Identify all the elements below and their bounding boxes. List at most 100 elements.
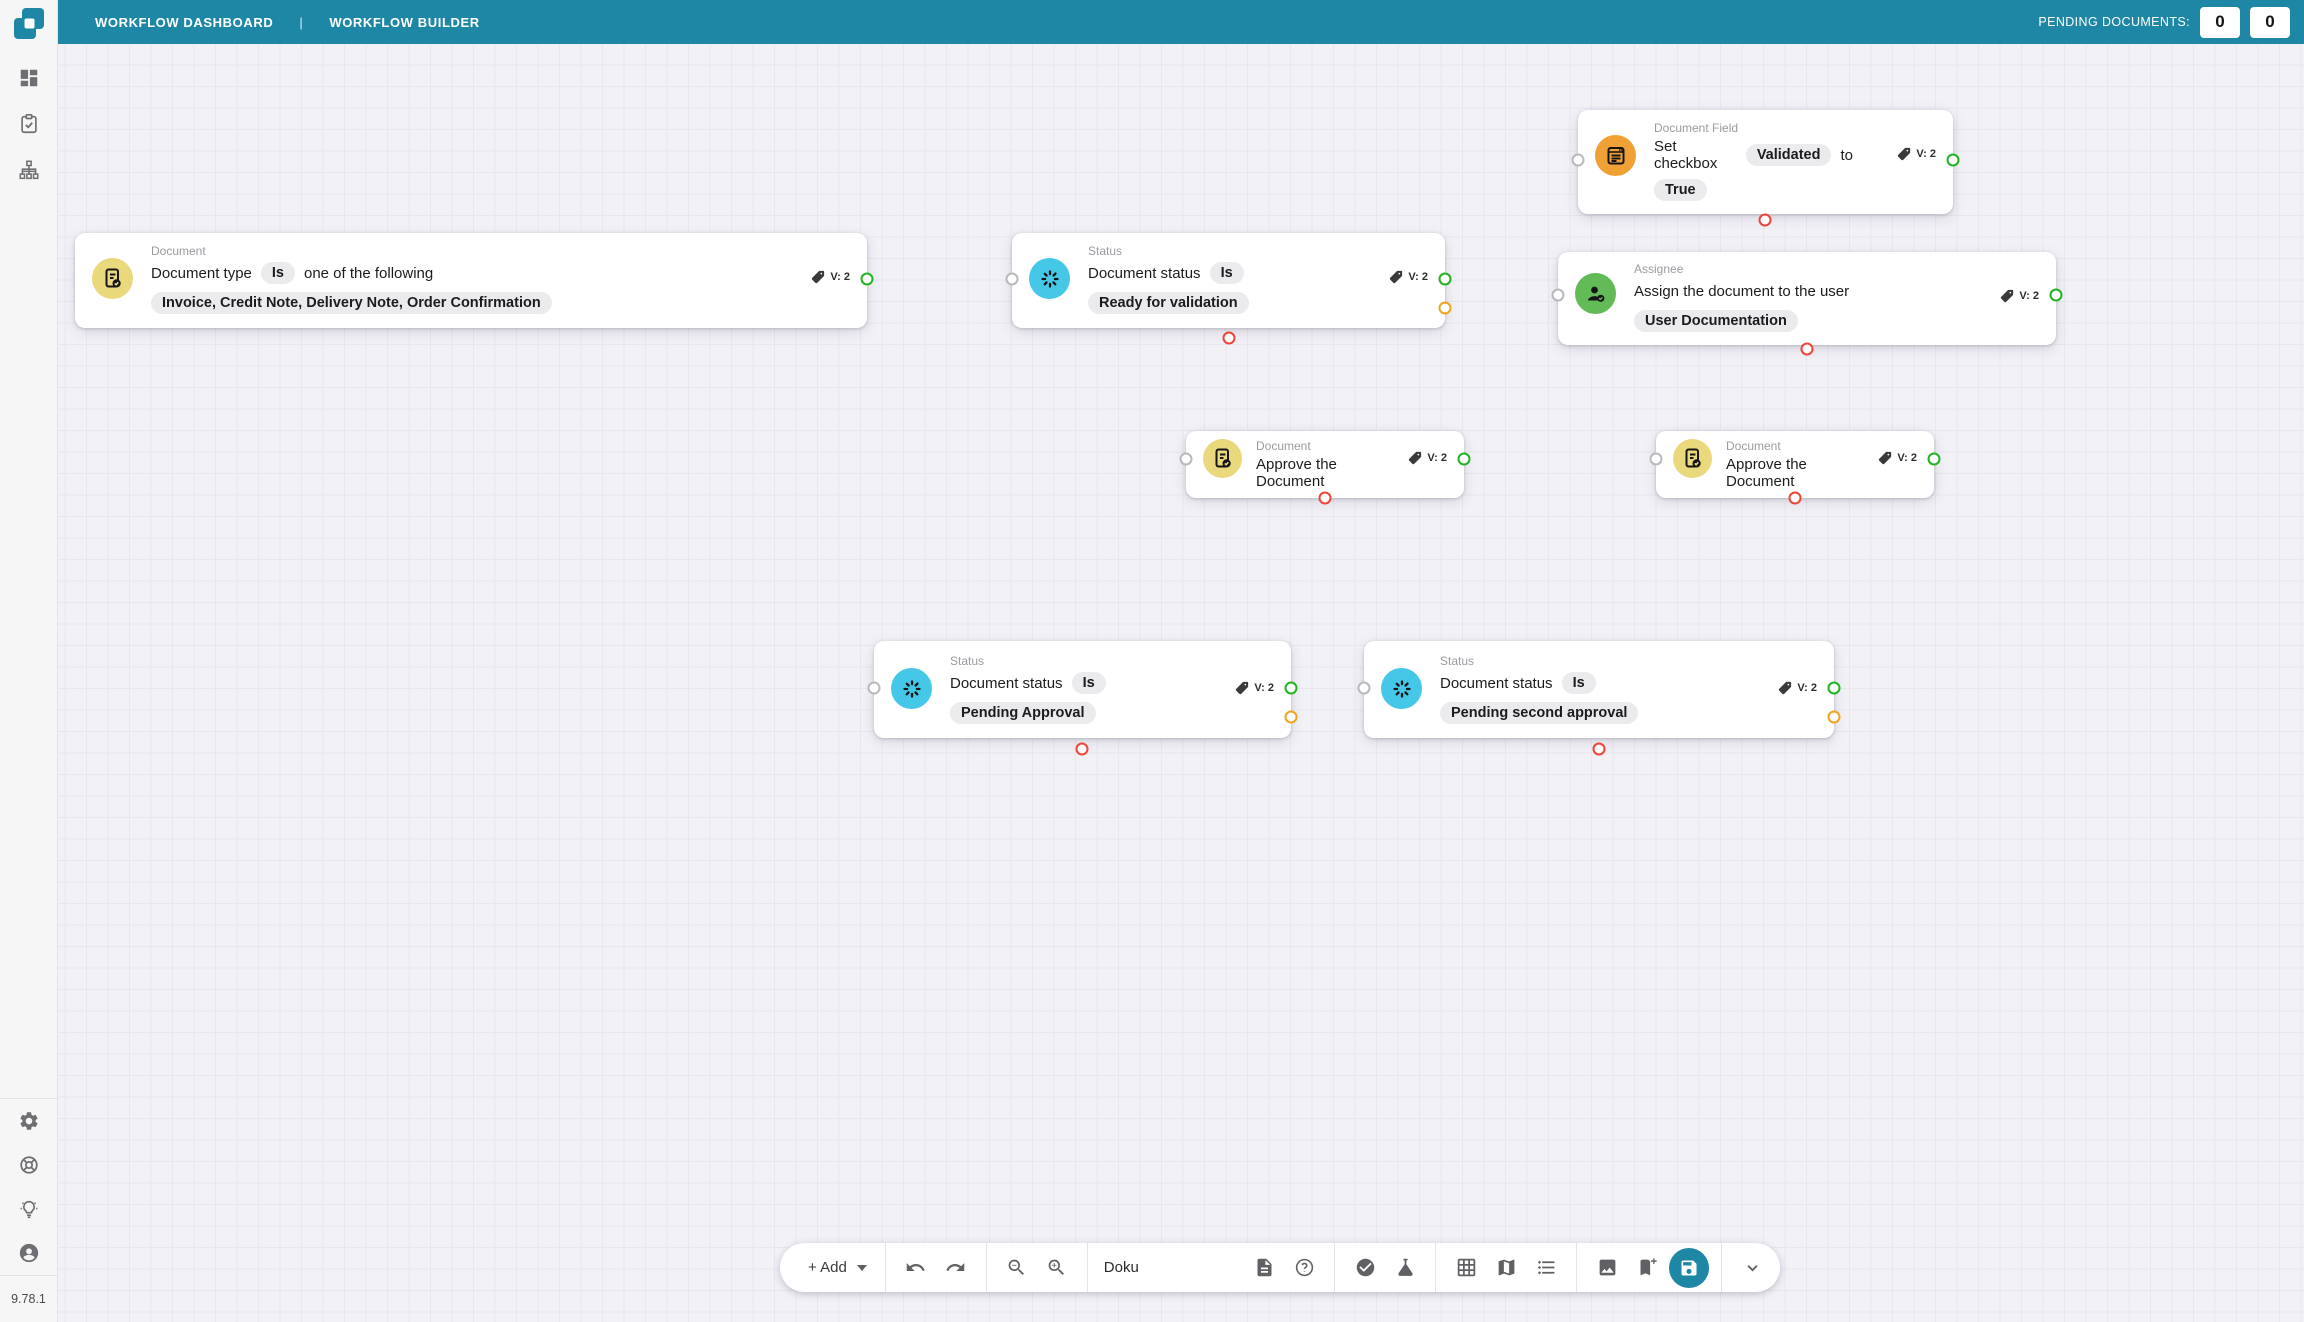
port-output-true[interactable] — [2049, 288, 2063, 302]
version-badge[interactable]: V: 2 — [1878, 451, 1917, 465]
node-status-ready[interactable]: Status Document status Is Ready for vali… — [1012, 233, 1445, 328]
zoom-out-button[interactable] — [999, 1250, 1035, 1286]
node-document-type[interactable]: Document Document type Is one of the fol… — [75, 233, 867, 328]
version-label: V: 2 — [1797, 682, 1817, 694]
node-status-pending-approval[interactable]: Status Document status Is Pending Approv… — [874, 641, 1291, 738]
toolbar-divider — [1334, 1243, 1335, 1292]
port-input[interactable] — [867, 681, 881, 695]
help-icon — [19, 1156, 38, 1174]
port-output-false[interactable] — [1318, 491, 1332, 505]
port-output-false[interactable] — [1222, 331, 1236, 345]
port-output-alt[interactable] — [1827, 710, 1841, 724]
tag-icon — [1390, 270, 1403, 284]
sidebar-item-ideas[interactable] — [0, 1187, 57, 1231]
pending-counter-1[interactable]: 0 — [2200, 6, 2240, 38]
add-node-button[interactable]: + Add — [802, 1259, 873, 1276]
port-output-false[interactable] — [1788, 491, 1802, 505]
node-condition-line: Document type Is one of the following — [151, 261, 747, 285]
node-category: Document Field — [1654, 121, 1739, 135]
test-button[interactable] — [1387, 1250, 1423, 1286]
zoom-in-button[interactable] — [1039, 1250, 1075, 1286]
sidebar-item-settings[interactable] — [0, 1099, 57, 1143]
person-check-icon — [1575, 273, 1616, 314]
sidebar-item-tasks[interactable] — [0, 102, 57, 146]
left-sidebar: 9.78.1 — [0, 0, 58, 1322]
port-output-true[interactable] — [1284, 681, 1298, 695]
port-output-true[interactable] — [1438, 272, 1452, 286]
port-input[interactable] — [1551, 288, 1565, 302]
undo-button[interactable] — [898, 1250, 934, 1286]
list-view-button[interactable] — [1528, 1250, 1564, 1286]
node-category: Status — [1088, 244, 1123, 258]
value-chip[interactable]: Pending Approval — [950, 702, 1096, 724]
port-output-false[interactable] — [1075, 742, 1089, 756]
port-output-true[interactable] — [1946, 153, 1960, 167]
pending-counter-2[interactable]: 0 — [2250, 6, 2290, 38]
port-output-alt[interactable] — [1284, 710, 1298, 724]
field-chip[interactable]: Validated — [1745, 144, 1832, 166]
tag-icon — [2001, 289, 2014, 303]
version-badge[interactable]: V: 2 — [1778, 681, 1817, 695]
port-input[interactable] — [1571, 153, 1585, 167]
document-button[interactable] — [1246, 1250, 1282, 1286]
port-output-true[interactable] — [1457, 452, 1471, 466]
node-approve-document-1[interactable]: Document Approve the Document V: 2 — [1186, 431, 1464, 498]
version-badge[interactable]: V: 2 — [811, 270, 850, 284]
sidebar-item-dashboard[interactable] — [0, 56, 57, 100]
tag-icon — [1409, 451, 1422, 465]
port-input[interactable] — [1005, 272, 1019, 286]
validate-button[interactable] — [1347, 1250, 1383, 1286]
operator-chip[interactable]: Is — [1209, 262, 1244, 284]
sidebar-item-help[interactable] — [0, 1143, 57, 1187]
port-input[interactable] — [1357, 681, 1371, 695]
node-document-field[interactable]: Document Field Set checkbox Validated to… — [1578, 110, 1953, 214]
value-chip[interactable]: True — [1654, 179, 1707, 201]
port-output-false[interactable] — [1592, 742, 1606, 756]
port-input[interactable] — [1179, 452, 1193, 466]
operator-chip[interactable]: Is — [1071, 672, 1106, 694]
port-output-true[interactable] — [1927, 452, 1941, 466]
help-circle-button[interactable] — [1286, 1250, 1322, 1286]
image-export-button[interactable] — [1589, 1250, 1625, 1286]
map-view-button[interactable] — [1488, 1250, 1524, 1286]
port-output-false[interactable] — [1800, 342, 1814, 356]
document-check-icon — [1673, 439, 1712, 478]
port-output-true[interactable] — [1827, 681, 1841, 695]
node-status-pending-second-approval[interactable]: Status Document status Is Pending second… — [1364, 641, 1834, 738]
node-text: Document status — [950, 674, 1063, 692]
sidebar-item-account[interactable] — [0, 1231, 57, 1275]
version-badge[interactable]: V: 2 — [1408, 451, 1447, 465]
toolbar-expand-button[interactable] — [1734, 1250, 1770, 1286]
value-chip[interactable]: Pending second approval — [1440, 702, 1639, 724]
bookmark-add-button[interactable] — [1629, 1250, 1665, 1286]
value-chip[interactable]: Invoice, Credit Note, Delivery Note, Ord… — [151, 292, 552, 314]
node-category: Document — [1256, 439, 1311, 453]
version-badge[interactable]: V: 2 — [1389, 270, 1428, 284]
app-version: 9.78.1 — [11, 1292, 46, 1306]
tab-workflow-builder[interactable]: WORKFLOW BUILDER — [329, 14, 480, 30]
node-approve-document-2[interactable]: Document Approve the Document V: 2 — [1656, 431, 1934, 498]
table-view-button[interactable] — [1448, 1250, 1484, 1286]
tag-icon — [1779, 681, 1792, 695]
port-output-false[interactable] — [1758, 213, 1772, 227]
port-output-alt[interactable] — [1438, 301, 1452, 315]
workflow-name-field[interactable]: Doku — [1103, 1259, 1139, 1276]
tab-workflow-dashboard[interactable]: WORKFLOW DASHBOARD — [95, 14, 274, 30]
operator-chip[interactable]: Is — [1561, 672, 1596, 694]
version-badge[interactable]: V: 2 — [1235, 681, 1274, 695]
redo-button[interactable] — [938, 1250, 974, 1286]
version-badge[interactable]: V: 2 — [2000, 289, 2039, 303]
port-output-true[interactable] — [860, 272, 874, 286]
node-assignee[interactable]: Assignee Assign the document to the user… — [1558, 252, 2056, 345]
value-chip[interactable]: Ready for validation — [1088, 292, 1249, 314]
list-icon — [1537, 1260, 1554, 1275]
sidebar-item-workflows[interactable] — [0, 148, 57, 192]
save-button[interactable] — [1669, 1247, 1709, 1288]
value-chip[interactable]: User Documentation — [1634, 310, 1798, 332]
operator-chip[interactable]: Is — [260, 262, 295, 284]
port-input[interactable] — [1649, 452, 1663, 466]
version-badge[interactable]: V: 2 — [1897, 147, 1936, 161]
logo-icon[interactable] — [12, 8, 46, 40]
status-spinner-icon — [1381, 668, 1422, 709]
